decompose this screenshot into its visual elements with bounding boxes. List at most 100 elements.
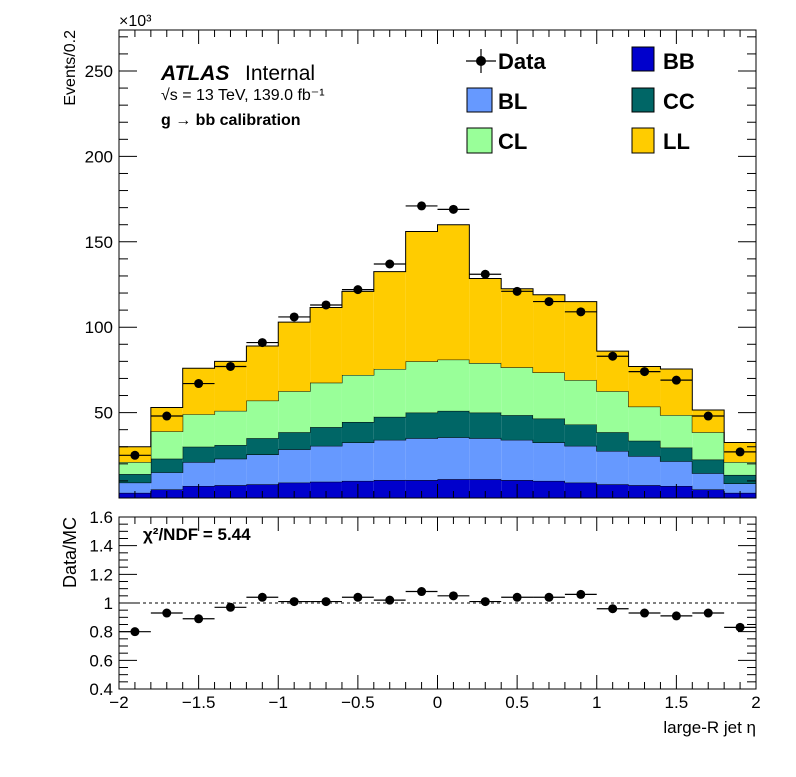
bar-cl: [246, 400, 279, 439]
ratio-point-marker: [671, 611, 681, 621]
bar-bl: [564, 445, 597, 483]
calibration-label: g → bb calibration: [161, 112, 301, 129]
energy-lumi-label: √s = 13 TeV, 139.0 fb⁻¹: [161, 87, 325, 104]
bar-bl: [501, 439, 534, 481]
ratio-point: [341, 592, 374, 602]
data-points: [119, 201, 756, 460]
data-point-marker: [480, 269, 490, 279]
ratio-point-marker: [480, 597, 490, 607]
data-point-marker: [608, 351, 618, 361]
x-tick-label: 0.5: [505, 693, 529, 712]
data-point-marker: [289, 312, 299, 322]
ratio-point: [724, 622, 756, 632]
bar-cc: [660, 447, 693, 462]
bar-cl: [469, 363, 502, 413]
y-axis-title-top: Events/0.2: [62, 30, 79, 106]
ratio-point: [533, 592, 565, 602]
bar-cl: [501, 367, 534, 416]
bar-bl: [119, 482, 151, 493]
ratio-point-marker: [512, 592, 522, 602]
data-point: [596, 351, 629, 361]
data-point: [469, 269, 502, 279]
internal-label: Internal: [245, 62, 315, 85]
series-cl: [118, 359, 757, 498]
data-point: [533, 297, 565, 307]
bar-cl: [596, 391, 629, 433]
bar-cc: [341, 421, 374, 443]
bar-cc: [564, 424, 597, 446]
bar-ll: [310, 307, 342, 383]
ratio-y-tick-label: 1.4: [89, 537, 113, 556]
ratio-point: [373, 595, 406, 605]
bar-bb: [278, 482, 311, 498]
legend-swatch-bl: [466, 87, 493, 113]
data-point-marker: [385, 259, 395, 269]
y-tick-label: 200: [85, 147, 113, 166]
bar-cc: [182, 446, 215, 463]
ratio-point-marker: [162, 608, 172, 618]
data-point: [341, 285, 374, 295]
bar-bb: [405, 480, 438, 498]
data-point-marker: [640, 367, 650, 377]
bar-cc: [724, 474, 756, 484]
bar-cc: [214, 445, 247, 459]
ratio-point-marker: [321, 597, 331, 607]
bar-cl: [214, 410, 247, 446]
data-point: [405, 201, 438, 211]
bar-bl: [278, 449, 311, 483]
ratio-y-tick-label: 0.4: [89, 680, 113, 699]
ratio-point-marker: [448, 591, 458, 601]
bar-bl: [310, 445, 342, 482]
legend: Data BB BL CC CL LL: [466, 46, 695, 154]
bar-bb: [437, 479, 470, 498]
top-axes: 50 100 150 200 250: [85, 30, 757, 499]
bar-bl: [341, 442, 374, 481]
data-point: [119, 450, 151, 460]
data-point-marker: [130, 450, 140, 460]
data-point: [310, 300, 342, 310]
x-tick-label: 1.5: [665, 693, 689, 712]
ratio-point: [214, 602, 247, 612]
legend-data-marker: [476, 56, 486, 66]
bar-bl: [373, 439, 406, 481]
legend-swatch-cc: [631, 87, 655, 113]
bar-cc: [596, 432, 629, 452]
bar-cl: [310, 382, 342, 428]
ratio-point: [564, 589, 597, 599]
data-point-marker: [194, 379, 204, 389]
y-exponent-label: ×10³: [119, 13, 152, 30]
ratio-point-marker: [576, 589, 586, 599]
data-point: [214, 361, 247, 371]
ratio-point-marker: [385, 595, 395, 605]
bar-bl: [533, 442, 565, 481]
y-tick-label: 150: [85, 233, 113, 252]
legend-label-bl: BL: [498, 89, 527, 114]
bar-cl: [692, 432, 725, 460]
bar-ll: [437, 224, 470, 360]
x-tick-label: −2: [109, 693, 128, 712]
ratio-point: [628, 608, 661, 618]
data-point-marker: [544, 297, 554, 307]
ratio-y-tick-label: 1: [104, 594, 113, 613]
ratio-point: [469, 597, 502, 607]
bar-bl: [596, 451, 629, 485]
ratio-y-tick-label: 0.8: [89, 623, 113, 642]
bar-bb: [564, 482, 597, 498]
legend-label-data: Data: [498, 49, 546, 74]
legend-label-cl: CL: [498, 129, 527, 154]
bar-cc: [533, 418, 565, 443]
bar-cl: [119, 462, 151, 475]
bar-cl: [564, 380, 597, 425]
bar-cl: [724, 462, 756, 475]
bar-cc: [278, 432, 311, 450]
data-point-marker: [671, 375, 681, 385]
bar-cc: [310, 427, 342, 446]
bar-cl: [437, 359, 470, 411]
chi2-label: χ²/NDF = 5.44: [143, 525, 251, 544]
ratio-point: [405, 587, 438, 597]
ratio-point-marker: [289, 597, 299, 607]
y-tick-label: 50: [94, 404, 113, 423]
bar-ll: [469, 278, 502, 364]
y-tick-label: 250: [85, 62, 113, 81]
x-tick-label: 0: [433, 693, 442, 712]
